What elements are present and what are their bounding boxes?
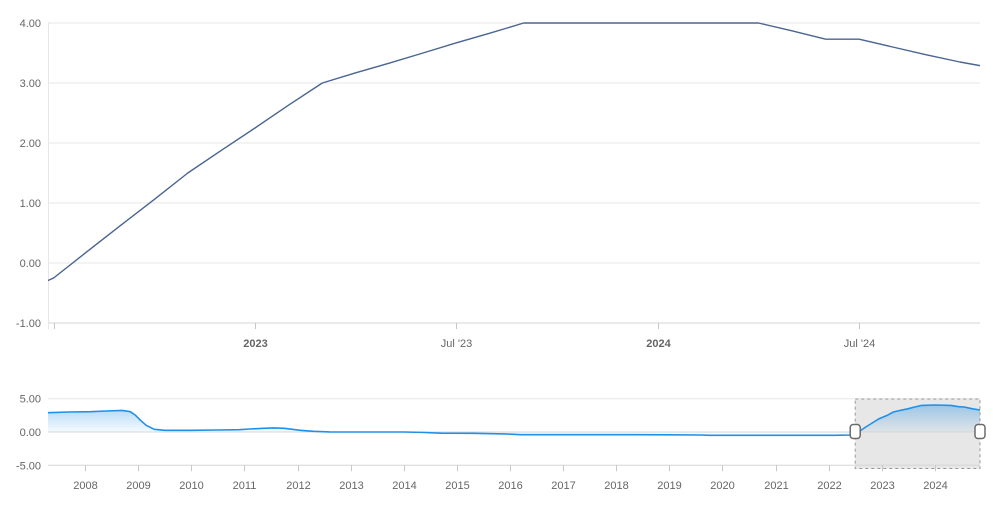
navigator-range-outline (854, 398, 981, 469)
main-y-axis-label: 2.00 (20, 138, 41, 150)
navigator-x-axis-label: 2009 (126, 480, 150, 492)
main-y-axis-label: 4.00 (20, 18, 41, 30)
navigator-x-axis-label: 2010 (179, 480, 203, 492)
navigator-y-axis-label: 0.00 (20, 427, 41, 439)
navigator-right-handle[interactable] (974, 423, 986, 440)
navigator-x-axis-label: 2020 (710, 480, 734, 492)
main-chart: 4.00 3.00 2.00 1.00 0.00 -1.00 2023 Jul '23 2024… (16, 18, 980, 350)
main-x-axis-label: Jul '23 (441, 338, 472, 350)
main-x-axis-label: 2023 (243, 338, 267, 350)
navigator-y-axis-label: 5.00 (20, 394, 41, 406)
navigator-x-axis-label: 2014 (392, 480, 416, 492)
navigator-x-axis-label: 2021 (764, 480, 788, 492)
navigator-x-axis-label: 2017 (551, 480, 575, 492)
navigator-left-handle[interactable] (849, 423, 861, 440)
navigator-x-axis-label: 2018 (604, 480, 628, 492)
main-y-axis-label: 3.00 (20, 78, 41, 90)
navigator-x-axis-label: 2022 (817, 480, 841, 492)
navigator-x-axis-label: 2011 (233, 480, 257, 492)
navigator-x-axis-label: 2023 (870, 480, 894, 492)
main-y-axis-label: 0.00 (20, 258, 41, 270)
main-y-axis-label: 1.00 (20, 198, 41, 210)
navigator-x-axis-label: 2015 (445, 480, 469, 492)
main-y-axis-label: -1.00 (16, 318, 41, 330)
main-x-axis-label: Jul '24 (844, 338, 875, 350)
navigator-x-axis-label: 2012 (286, 480, 310, 492)
navigator-x-axis-label: 2019 (657, 480, 681, 492)
navigator-x-axis-label: 2024 (923, 480, 947, 492)
navigator-y-axis-label: -5.00 (16, 460, 41, 472)
navigator-x-axis-label: 2008 (73, 480, 97, 492)
main-x-axis-label: 2024 (646, 338, 671, 350)
navigator-series-line (48, 404, 980, 437)
main-plot-area[interactable] (48, 23, 980, 323)
navigator: 5.00 0.00 -5.00 2008 2009 2010 2011 2012 2013 201… (16, 394, 986, 492)
navigator-x-axis-label: 2016 (498, 480, 522, 492)
navigator-x-axis-label: 2013 (339, 480, 363, 492)
main-series-line (48, 22, 980, 282)
